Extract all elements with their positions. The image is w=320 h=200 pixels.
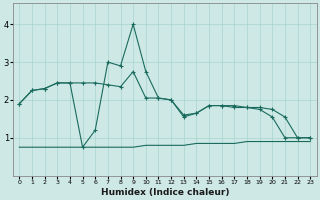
X-axis label: Humidex (Indice chaleur): Humidex (Indice chaleur) [100,188,229,197]
